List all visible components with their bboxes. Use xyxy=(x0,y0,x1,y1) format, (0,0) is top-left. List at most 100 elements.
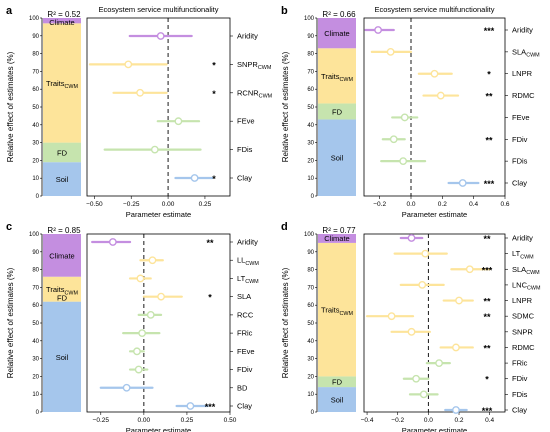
x-tick-label: −0.50 xyxy=(86,201,103,208)
estimate-point xyxy=(122,383,131,392)
estimate-point xyxy=(412,374,421,383)
row-label: Clay xyxy=(512,179,527,188)
estimate-point xyxy=(435,359,443,367)
x-tick-label: −0.2 xyxy=(373,201,386,208)
row-label: SNPR xyxy=(512,327,533,336)
stack-tick-label: 10 xyxy=(307,176,314,182)
stack-segment-fd xyxy=(43,142,81,163)
stack-segment-climate xyxy=(318,18,356,49)
estimate-point xyxy=(387,312,396,321)
stack-tick-label: 40 xyxy=(307,123,314,129)
stack-tick-label: 30 xyxy=(307,141,314,147)
panel-letter: c xyxy=(6,221,12,233)
estimate-point xyxy=(136,88,144,97)
significance-marker: * xyxy=(212,60,216,70)
r2-label: R² = 0.66 xyxy=(322,10,356,19)
stack-tick-label: 10 xyxy=(32,176,39,182)
panel-c: c Relative effect of estimates (%) Soil FDT… xyxy=(6,221,259,432)
significance-marker: ** xyxy=(206,238,214,248)
forest-xlabel: Parameter estimate xyxy=(126,210,191,219)
row-label: FRic xyxy=(512,359,528,368)
x-tick-label: 0.00 xyxy=(162,201,175,208)
stack-label-soil: Soil xyxy=(56,175,69,184)
stack-label-climate: Climate xyxy=(49,251,74,260)
stack-label-traits: TraitsCWM xyxy=(321,72,353,83)
stack-label-soil: Soil xyxy=(56,353,69,362)
estimate-point xyxy=(156,32,165,40)
x-tick-label: 0.50 xyxy=(224,417,237,424)
forest-title: Ecosystem service multifunctionality xyxy=(98,5,218,14)
stack-tick-label: 40 xyxy=(32,123,39,129)
estimate-point xyxy=(133,347,141,356)
stack-ylabel: Relative effect of estimates (%) xyxy=(6,267,15,378)
stack-tick-label: 70 xyxy=(307,285,314,291)
stack-label-fd: FD xyxy=(332,378,343,387)
significance-marker: ** xyxy=(485,92,493,102)
stack-tick-label: 40 xyxy=(32,339,39,345)
estimate-point xyxy=(421,249,430,258)
row-label: FDiv xyxy=(512,135,528,144)
stack-ylabel: Relative effect of estimates (%) xyxy=(281,267,290,378)
estimate-point xyxy=(108,238,117,246)
row-label: Clay xyxy=(237,402,252,411)
stack-segment-fd xyxy=(318,103,356,120)
row-label: FDis xyxy=(512,157,528,166)
stack-label-climate: Climate xyxy=(324,234,349,243)
estimate-point xyxy=(150,145,159,154)
stack-segment-climate xyxy=(43,18,81,24)
significance-marker: *** xyxy=(484,179,495,189)
row-label: SLACWM xyxy=(512,265,540,276)
significance-marker: * xyxy=(485,375,489,385)
estimate-point xyxy=(465,265,474,274)
row-label: Aridity xyxy=(237,238,258,247)
row-label: LTCWM xyxy=(237,274,259,285)
stack-segment-soil xyxy=(43,301,81,412)
stack-label-traits: TraitsCWM xyxy=(46,285,78,296)
x-tick-label: 0.00 xyxy=(138,417,151,424)
stack-tick-label: 80 xyxy=(307,268,314,274)
stack-tick-label: 20 xyxy=(307,374,314,380)
significance-marker: ** xyxy=(483,312,491,322)
x-tick-label: −0.2 xyxy=(391,417,404,424)
estimate-point xyxy=(455,296,463,305)
stack-tick-label: 100 xyxy=(29,16,40,22)
estimate-point xyxy=(458,179,467,187)
row-label: FEve xyxy=(237,347,255,356)
estimate-point xyxy=(146,310,155,319)
row-label: FDis xyxy=(237,145,253,154)
stack-segment-climate xyxy=(318,234,356,243)
x-tick-label: 0.6 xyxy=(500,201,509,208)
row-label: FDis xyxy=(512,390,528,399)
stack-tick-label: 100 xyxy=(29,232,40,238)
significance-marker: * xyxy=(208,293,212,303)
stack-label-fd: FD xyxy=(57,294,68,303)
row-label: SLACWM xyxy=(512,47,540,58)
estimate-point xyxy=(138,329,147,338)
estimate-point xyxy=(430,69,439,78)
stack-label-traits: TraitsCWM xyxy=(321,306,353,317)
stack-tick-label: 10 xyxy=(307,392,314,398)
significance-marker: *** xyxy=(205,402,216,412)
stack-tick-label: 90 xyxy=(32,250,39,256)
estimate-point xyxy=(419,390,428,399)
estimate-point xyxy=(407,234,416,242)
significance-marker: *** xyxy=(484,26,495,36)
stack-tick-label: 0 xyxy=(36,410,40,416)
row-label: FRic xyxy=(237,329,253,338)
row-label: Aridity xyxy=(512,234,533,243)
row-label: RCC xyxy=(237,310,254,319)
estimate-point xyxy=(186,402,195,410)
estimate-point xyxy=(418,281,427,289)
forest-frame xyxy=(86,17,231,197)
stack-tick-label: 40 xyxy=(307,339,314,345)
forest-title: Ecosystem service multifunctionality xyxy=(374,5,494,14)
panel-b: b Relative effect of estimates (%) Soil FD T… xyxy=(281,5,540,219)
stack-tick-label: 60 xyxy=(32,87,39,93)
forest-xlabel: Parameter estimate xyxy=(402,426,467,432)
r2-label: R² = 0.52 xyxy=(47,10,81,19)
stack-tick-label: 50 xyxy=(307,321,314,327)
estimate-point xyxy=(374,26,383,34)
estimate-point xyxy=(436,91,445,100)
stack-tick-label: 80 xyxy=(32,52,39,58)
stack-tick-label: 0 xyxy=(311,194,315,200)
